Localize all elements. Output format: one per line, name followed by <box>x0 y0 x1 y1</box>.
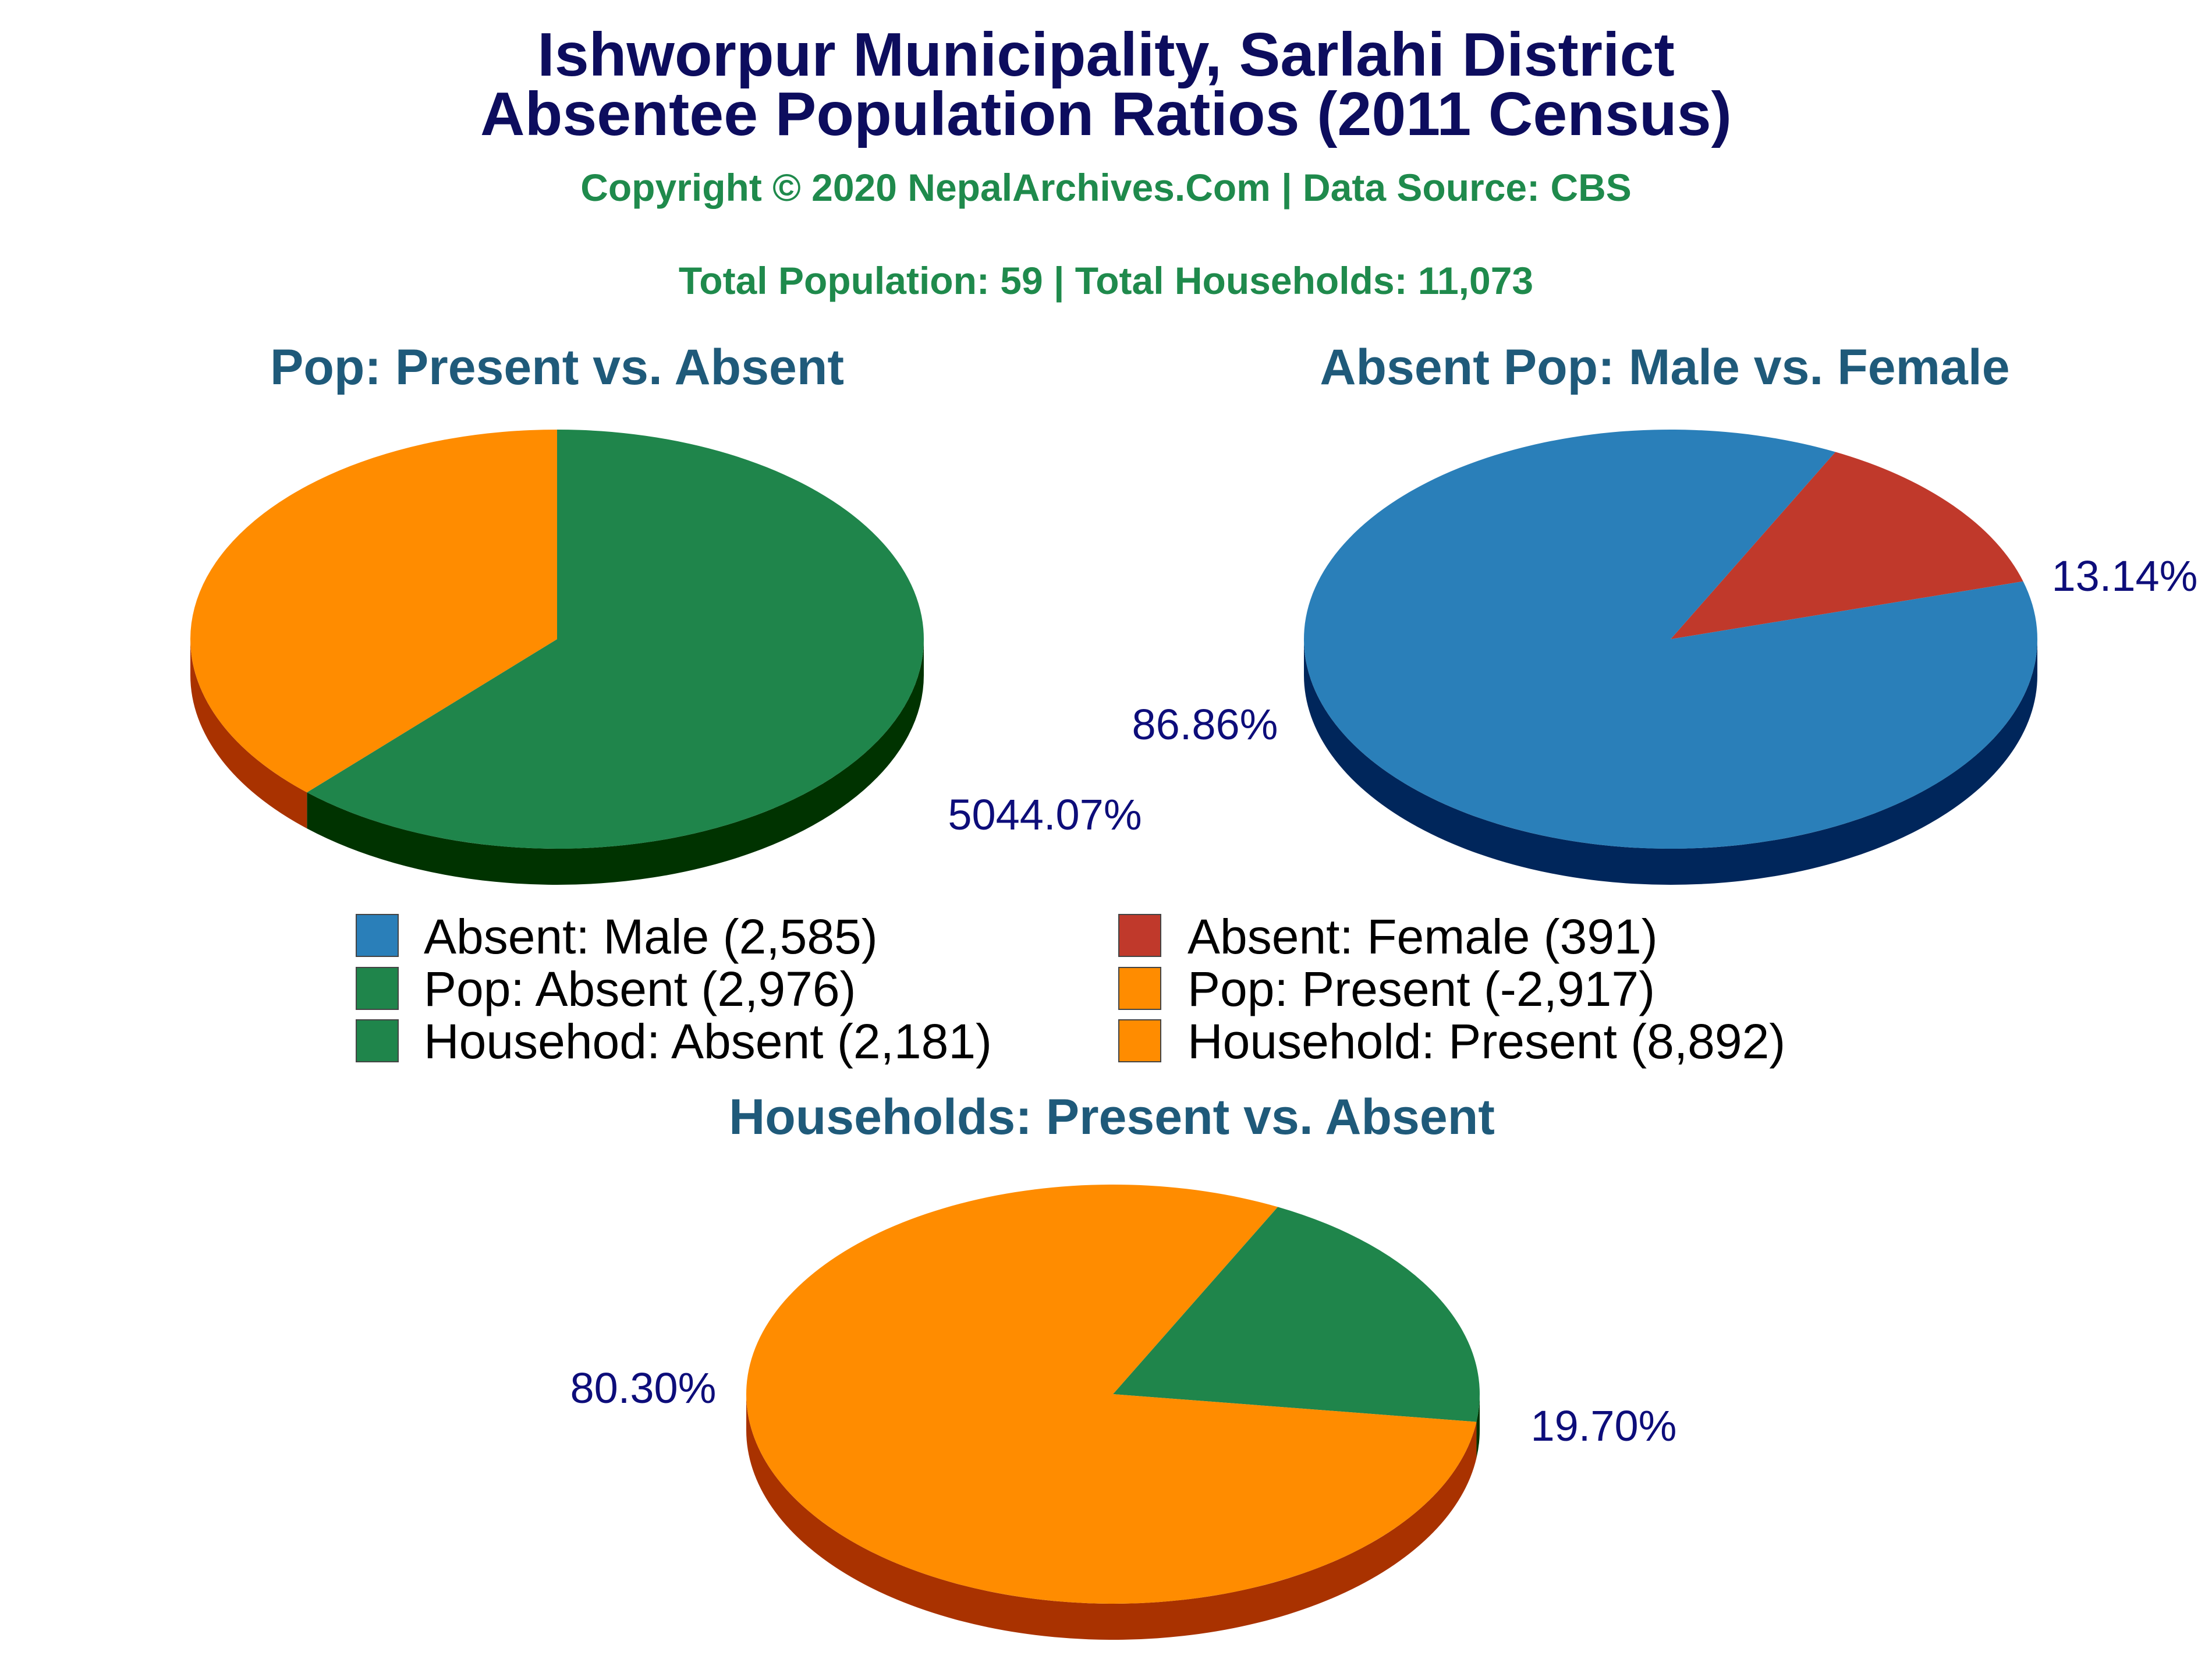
pie-slice <box>1113 1207 1480 1422</box>
pie-slice-side <box>746 1394 1477 1640</box>
legend: Absent: Male (2,585) Absent: Female (391… <box>356 909 1785 1069</box>
pie2-label-male: 86.86% <box>1132 700 1278 749</box>
pie-pop-present-absent <box>190 430 924 885</box>
pie-absent-male-female <box>1304 430 2037 885</box>
legend-label-absent-male: Absent: Male (2,585) <box>424 909 878 964</box>
legend-swatch-household-present <box>1118 1019 1161 1062</box>
legend-label-pop-absent: Pop: Absent (2,976) <box>424 962 856 1016</box>
pie2-title: Absent Pop: Male vs. Female <box>1320 339 2009 395</box>
legend-swatch-household-absent <box>356 1019 399 1062</box>
pie-slice-side <box>1304 639 2037 885</box>
chart-title-line2: Absentee Population Ratios (2011 Census) <box>480 80 1732 148</box>
pie-slice-side <box>307 639 924 885</box>
legend-label-absent-female: Absent: Female (391) <box>1187 909 1658 964</box>
pie-slice <box>1304 430 2037 849</box>
legend-swatch-absent-male <box>356 914 399 957</box>
legend-label-pop-present: Pop: Present (-2,917) <box>1187 962 1655 1016</box>
pie-households-present-absent <box>746 1185 1480 1640</box>
legend-label-household-present: Household: Present (8,892) <box>1187 1014 1785 1069</box>
pie-slice <box>746 1185 1477 1604</box>
pie3-label-absent: 19.70% <box>1531 1402 1677 1450</box>
legend-swatch-pop-absent <box>356 967 399 1010</box>
pie-slice <box>190 430 557 793</box>
legend-swatch-pop-present <box>1118 967 1161 1010</box>
legend-swatch-absent-female <box>1118 914 1161 957</box>
totals-text: Total Population: 59 | Total Households:… <box>679 259 1533 303</box>
pie-slice <box>1671 452 2023 639</box>
pie1-title: Pop: Present vs. Absent <box>270 339 844 395</box>
chart-title-line1: Ishworpur Municipality, Sarlahi District <box>537 20 1675 89</box>
pie3-label-present: 80.30% <box>570 1364 717 1412</box>
pie-slice-side <box>190 639 307 829</box>
legend-label-household-absent: Househod: Absent (2,181) <box>424 1014 992 1069</box>
pie-slice <box>307 430 924 849</box>
pie1-label-pop-absent: 5044.07% <box>948 790 1142 839</box>
pie-slice-side <box>1476 1394 1480 1458</box>
pie2-label-female: 13.14% <box>2052 552 2198 600</box>
pie3-title: Households: Present vs. Absent <box>729 1089 1495 1145</box>
copyright-text: Copyright © 2020 NepalArchives.Com | Dat… <box>580 166 1632 210</box>
